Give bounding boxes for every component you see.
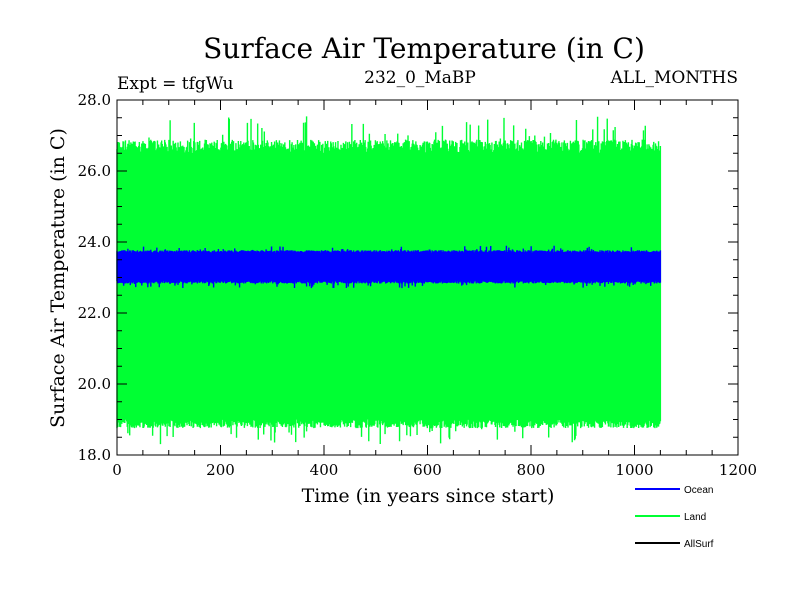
y-tick-label: 28.0	[78, 91, 111, 109]
axis-ticks: 0 200 400 600 800 1000 1200 18.0 20.0 22.0 24.0 26.…	[78, 91, 758, 479]
x-axis-label: Time (in years since start)	[302, 485, 555, 507]
y-tick-label: 26.0	[78, 162, 111, 180]
series-line-land	[116, 116, 662, 445]
y-tick-label: 22.0	[78, 304, 111, 322]
legend-label-land: Land	[684, 512, 706, 523]
series-line-ocean	[116, 245, 662, 289]
legend-label-allsurf: AllSurf	[684, 539, 714, 550]
chart-title: Surface Air Temperature (in C)	[203, 32, 645, 65]
period-label: 232_0_MaBP	[364, 68, 476, 88]
x-tick-label: 1000	[615, 461, 653, 479]
y-tick-label: 24.0	[78, 233, 111, 251]
plot-content	[116, 116, 662, 445]
legend: Ocean Land AllSurf	[635, 485, 714, 550]
experiment-label: Expt = tfgWu	[117, 74, 234, 94]
x-tick-label: 600	[413, 461, 442, 479]
months-label: ALL_MONTHS	[610, 68, 738, 88]
x-tick-label: 800	[517, 461, 546, 479]
y-axis-label: Surface Air Temperature (in C)	[47, 128, 69, 428]
x-tick-label: 200	[206, 461, 235, 479]
y-tick-label: 20.0	[78, 375, 111, 393]
x-tick-label: 0	[112, 461, 122, 479]
x-tick-label: 1200	[719, 461, 757, 479]
legend-label-ocean: Ocean	[684, 485, 713, 496]
y-tick-label: 18.0	[78, 446, 111, 464]
x-tick-label: 400	[310, 461, 339, 479]
